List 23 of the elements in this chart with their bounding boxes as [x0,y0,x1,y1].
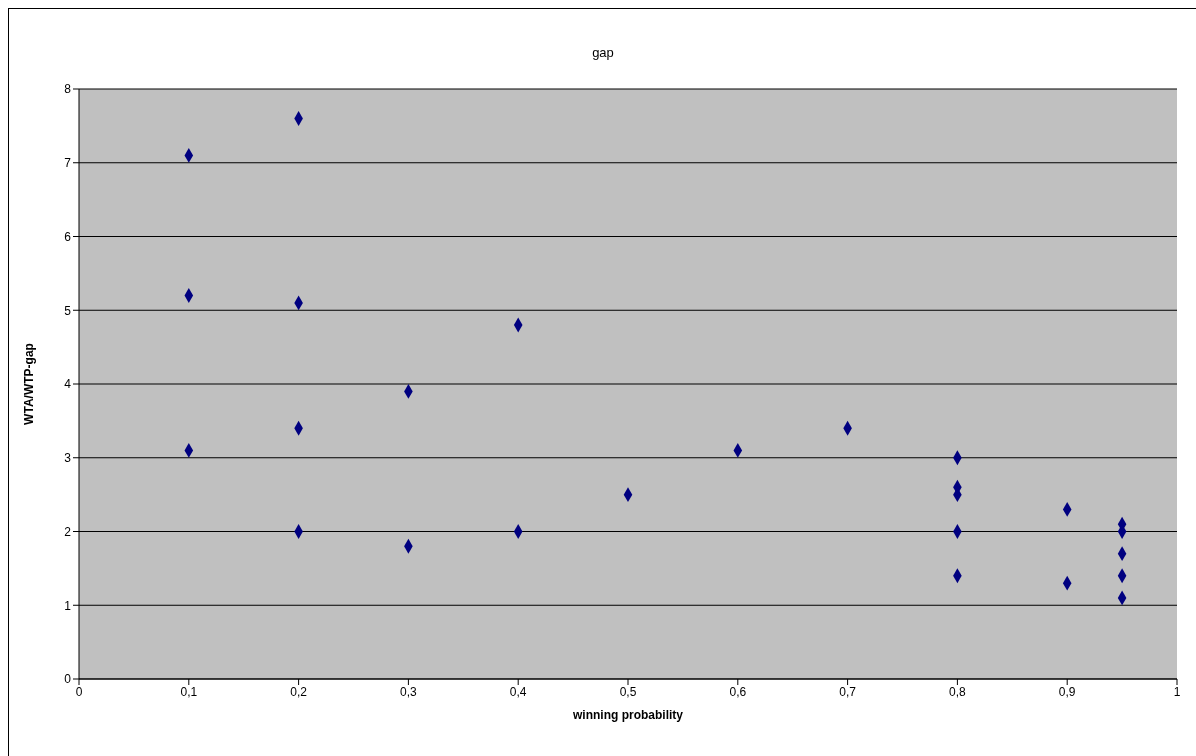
y-axis-title: WTA/WTP-gap [22,343,37,425]
x-tick-label: 0,5 [619,684,637,699]
y-tick-label: 0 [64,672,72,687]
x-tick-label: 1 [1173,684,1181,699]
x-tick-label: 0,1 [180,684,198,699]
x-tick-label: 0 [75,684,83,699]
y-tick-label: 1 [64,598,72,613]
x-tick-label: 0,9 [1058,684,1076,699]
y-tick-label: 5 [64,303,72,318]
x-tick-label: 0,8 [949,684,967,699]
x-axis-title: winning probability [572,708,684,722]
x-tick-label: 0,6 [729,684,747,699]
x-tick-label: 0,4 [509,684,527,699]
x-tick-label: 0,7 [839,684,857,699]
x-tick-label: 0,2 [290,684,308,699]
y-tick-label: 6 [64,229,72,244]
y-tick-label: 3 [64,451,72,466]
y-tick-label: 7 [64,156,72,171]
y-tick-label: 2 [64,524,72,539]
chart-title: gap [591,45,615,60]
y-tick-label: 8 [64,82,72,97]
x-tick-label: 0,3 [400,684,418,699]
y-tick-label: 4 [64,377,72,392]
